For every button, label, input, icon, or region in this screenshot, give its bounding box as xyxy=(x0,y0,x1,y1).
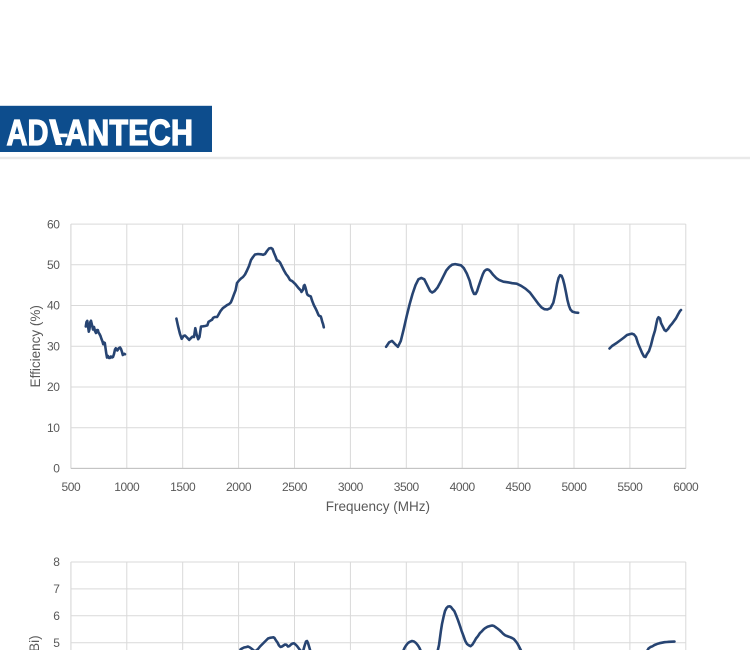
svg-text:1500: 1500 xyxy=(170,480,196,494)
svg-text:8: 8 xyxy=(53,555,60,569)
svg-text:60: 60 xyxy=(47,217,60,231)
svg-text:AD: AD xyxy=(7,112,49,153)
svg-text:6: 6 xyxy=(53,609,60,623)
svg-text:6000: 6000 xyxy=(673,480,699,494)
svg-text:30: 30 xyxy=(47,339,60,353)
svg-text:2500: 2500 xyxy=(282,480,308,494)
svg-text:Frequency (MHz): Frequency (MHz) xyxy=(326,499,430,514)
svg-text:4000: 4000 xyxy=(450,480,476,494)
svg-text:10: 10 xyxy=(47,421,60,435)
svg-text:0: 0 xyxy=(53,462,60,476)
svg-text:3000: 3000 xyxy=(338,480,364,494)
svg-text:7: 7 xyxy=(53,582,60,596)
svg-text:2000: 2000 xyxy=(226,480,252,494)
svg-text:4500: 4500 xyxy=(506,480,532,494)
svg-text:50: 50 xyxy=(47,258,60,272)
svg-text:3500: 3500 xyxy=(394,480,420,494)
svg-text:5: 5 xyxy=(53,636,60,650)
svg-text:ANTECH: ANTECH xyxy=(65,112,193,153)
svg-text:5000: 5000 xyxy=(561,480,587,494)
svg-text:Peak Gain (dBi): Peak Gain (dBi) xyxy=(27,635,42,650)
svg-text:500: 500 xyxy=(61,480,81,494)
svg-text:20: 20 xyxy=(47,380,60,394)
svg-text:40: 40 xyxy=(47,299,60,313)
svg-text:5500: 5500 xyxy=(617,480,643,494)
svg-text:1000: 1000 xyxy=(114,480,140,494)
svg-text:Efficiency (%): Efficiency (%) xyxy=(28,305,43,387)
